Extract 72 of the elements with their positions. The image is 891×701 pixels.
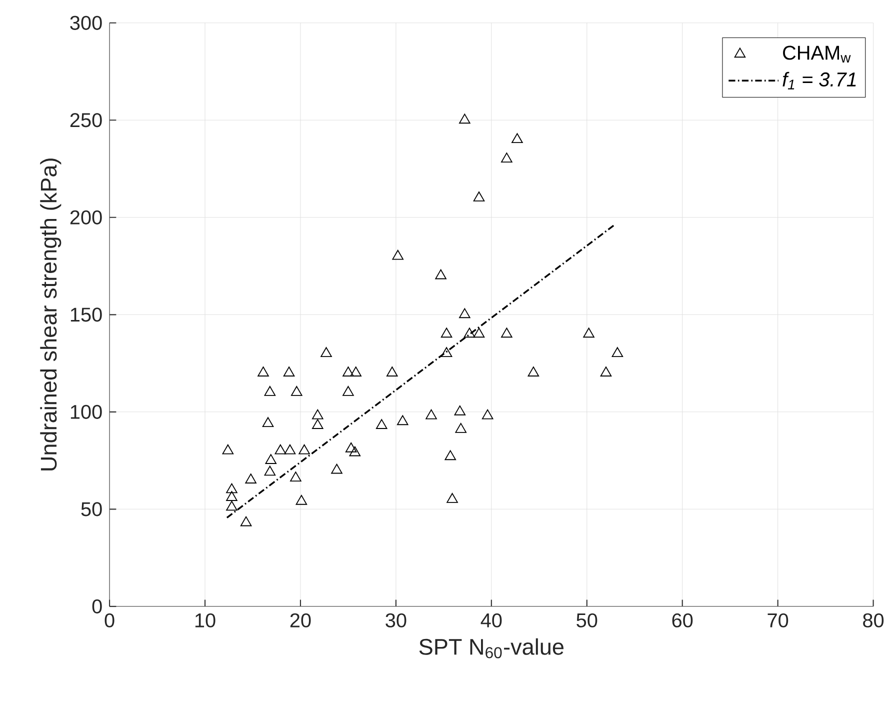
point xyxy=(283,366,295,376)
x-tick-label: 30 xyxy=(386,613,406,628)
y-tick-label: 250 xyxy=(70,113,102,128)
point xyxy=(612,347,624,358)
y-tick-label: 200 xyxy=(70,210,102,224)
point xyxy=(473,192,485,202)
point xyxy=(245,474,256,484)
point xyxy=(426,409,437,420)
point xyxy=(501,328,512,338)
point xyxy=(396,415,408,426)
point xyxy=(342,366,354,376)
point xyxy=(583,328,594,338)
point xyxy=(455,422,467,433)
x-tick-label: 20 xyxy=(290,613,311,628)
point xyxy=(312,419,324,429)
point xyxy=(464,328,476,338)
x-tick-label: 80 xyxy=(863,613,884,628)
point xyxy=(386,366,398,376)
point xyxy=(264,386,276,396)
point xyxy=(528,366,540,376)
legend-label: CHAM$_{w}$ xyxy=(783,46,851,62)
x-axis-title: SPT N$_{60}$-value xyxy=(419,638,564,658)
point xyxy=(440,328,452,338)
point xyxy=(459,114,470,124)
y-tick-label: 50 xyxy=(81,502,102,516)
point xyxy=(331,464,342,474)
point xyxy=(342,386,354,396)
point xyxy=(454,405,466,416)
point xyxy=(320,347,332,358)
point xyxy=(392,250,404,260)
point xyxy=(349,446,361,456)
point xyxy=(240,516,252,526)
point xyxy=(440,347,452,358)
point xyxy=(501,152,512,163)
x-tick-label: 40 xyxy=(480,613,502,628)
x-tick-label: 60 xyxy=(672,613,693,628)
y-tick-label: 150 xyxy=(70,308,102,322)
point xyxy=(291,386,302,396)
point xyxy=(459,308,470,318)
point xyxy=(296,494,308,505)
x-tick-label: 0 xyxy=(104,613,114,628)
point xyxy=(482,409,494,420)
point xyxy=(284,444,296,454)
y-tick-label: 100 xyxy=(70,404,102,419)
y-tick-label: 0 xyxy=(92,599,102,614)
point xyxy=(226,491,238,501)
point xyxy=(350,366,362,376)
point xyxy=(435,269,446,280)
point xyxy=(312,409,324,420)
point xyxy=(258,366,269,376)
point xyxy=(444,450,456,460)
point xyxy=(298,444,310,454)
point xyxy=(264,466,276,476)
point xyxy=(512,133,523,144)
point xyxy=(473,328,485,338)
x-tick-label: 70 xyxy=(768,613,788,628)
x-tick-label: 10 xyxy=(195,613,216,628)
point xyxy=(265,454,277,464)
y-tick-label: 300 xyxy=(70,16,102,30)
legend-label: f$_{1}$ = 3.71 xyxy=(782,72,856,90)
point xyxy=(290,472,302,482)
point xyxy=(222,444,234,454)
point xyxy=(376,419,388,429)
x-tick-label: 50 xyxy=(576,613,598,628)
point xyxy=(274,444,286,454)
point xyxy=(345,442,357,452)
point xyxy=(446,493,458,503)
y-axis-title: Undrained shear strength (kPa) xyxy=(40,158,62,470)
point xyxy=(600,366,612,376)
point xyxy=(226,500,238,511)
point xyxy=(262,417,274,428)
point xyxy=(226,483,238,494)
